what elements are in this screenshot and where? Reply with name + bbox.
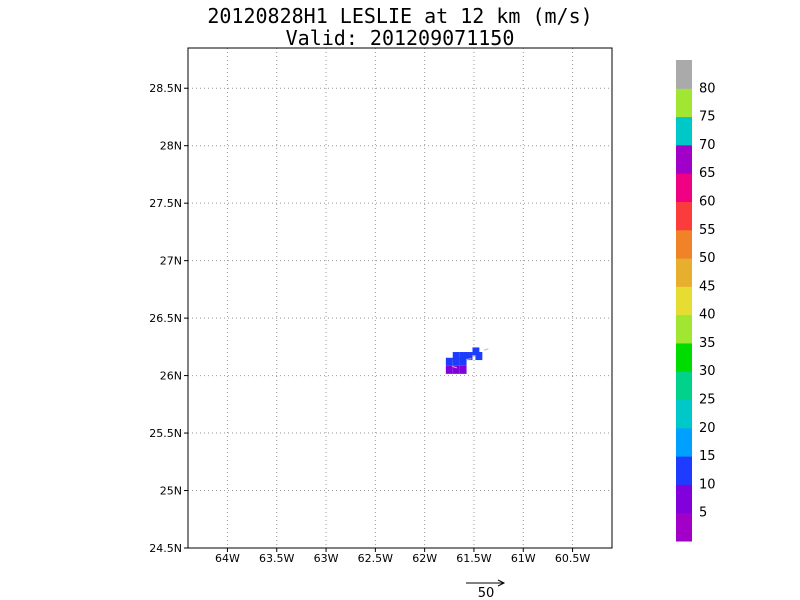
colorbar-segment: [676, 286, 692, 316]
colorbar-label: 75: [699, 110, 716, 125]
colorbar-segment: [676, 427, 692, 457]
lon-tick-label: 62W: [412, 552, 437, 565]
lat-tick-label: 24.5N: [149, 542, 182, 555]
wind-cell: [459, 352, 467, 361]
wind-cell: [465, 352, 473, 361]
colorbar-label: 65: [699, 166, 716, 181]
lat-tick-label: 28.5N: [149, 82, 182, 95]
colorbar-segment: [676, 144, 692, 174]
title-line-1: 20120828H1 LESLIE at 12 km (m/s): [207, 4, 593, 28]
wind-cell: [445, 357, 453, 366]
wind-arrow: [483, 348, 489, 351]
colorbar-segment: [676, 484, 692, 514]
wind-arrow: [465, 358, 472, 360]
colorbar: 5 10 15 20 25 30 35 40 45 50 55 60 65 70 75 80: [676, 60, 716, 542]
wind-cell: [475, 352, 483, 361]
colorbar-label: 50: [699, 251, 716, 266]
colorbar-segment: [676, 201, 692, 231]
colorbar-segment: [676, 116, 692, 146]
lon-tick-label: 60.5W: [555, 552, 590, 565]
wind-cell: [459, 365, 467, 374]
scale-arrow: 50: [466, 579, 506, 600]
colorbar-segment: [676, 88, 692, 118]
colorbar-segment: [676, 60, 692, 89]
colorbar-label: 45: [699, 279, 716, 294]
lat-tick-label: 27N: [160, 255, 182, 268]
latitude-axis: 24.5N 25N 25.5N 26N 26.5N 27N 27.5N 28N 28.5N: [149, 82, 188, 555]
colorbar-segment: [676, 512, 692, 542]
colorbar-label: 55: [699, 223, 716, 238]
lat-tick-label: 25.5N: [149, 427, 182, 440]
colorbar-label: 80: [699, 81, 716, 96]
wind-cell: [452, 365, 460, 374]
wind-field: [445, 347, 483, 374]
lat-tick-label: 26.5N: [149, 312, 182, 325]
lon-tick-label: 61.5W: [456, 552, 491, 565]
lat-tick-label: 25N: [160, 485, 182, 498]
wind-cell: [445, 365, 453, 374]
lat-tick-label: 26N: [160, 370, 182, 383]
wind-arrows: [452, 348, 489, 369]
colorbar-label: 15: [699, 449, 716, 464]
colorbar-label: 60: [699, 194, 716, 209]
wind-cell: [452, 352, 460, 361]
colorbar-segment: [676, 342, 692, 372]
colorbar-label: 30: [699, 364, 716, 379]
lon-tick-label: 61W: [511, 552, 536, 565]
title-line-2: Valid: 201209071150: [285, 26, 515, 50]
longitude-axis: 64W 63.5W 63W 62.5W 62W 61.5W 61W 60.5W: [215, 548, 590, 565]
colorbar-label: 35: [699, 336, 716, 351]
colorbar-segment: [676, 371, 692, 401]
lat-tick-label: 27.5N: [149, 197, 182, 210]
colorbar-label: 20: [699, 421, 716, 436]
colorbar-segment: [676, 173, 692, 202]
colorbar-label: 10: [699, 477, 716, 492]
lon-tick-label: 62.5W: [358, 552, 393, 565]
colorbar-segment: [676, 314, 692, 344]
colorbar-label: 25: [699, 393, 716, 408]
lat-tick-label: 28N: [160, 140, 182, 153]
colorbar-segment: [676, 456, 692, 485]
wind-cell: [452, 357, 460, 366]
lon-tick-label: 64W: [215, 552, 240, 565]
wind-cell: [472, 347, 480, 356]
scale-arrow-head: [497, 579, 506, 587]
colorbar-label: 70: [699, 138, 716, 153]
colorbar-label: 5: [699, 506, 707, 521]
map-frame: [187, 47, 613, 549]
lon-tick-label: 63W: [314, 552, 339, 565]
lon-tick-label: 63.5W: [259, 552, 294, 565]
colorbar-segment: [676, 258, 692, 287]
scale-label: 50: [478, 586, 495, 600]
colorbar-segment: [676, 399, 692, 429]
wind-cell: [459, 357, 467, 366]
colorbar-label: 40: [699, 308, 716, 323]
grid-lines: [188, 48, 612, 549]
colorbar-segment: [676, 229, 692, 259]
wind-arrow: [452, 365, 457, 369]
